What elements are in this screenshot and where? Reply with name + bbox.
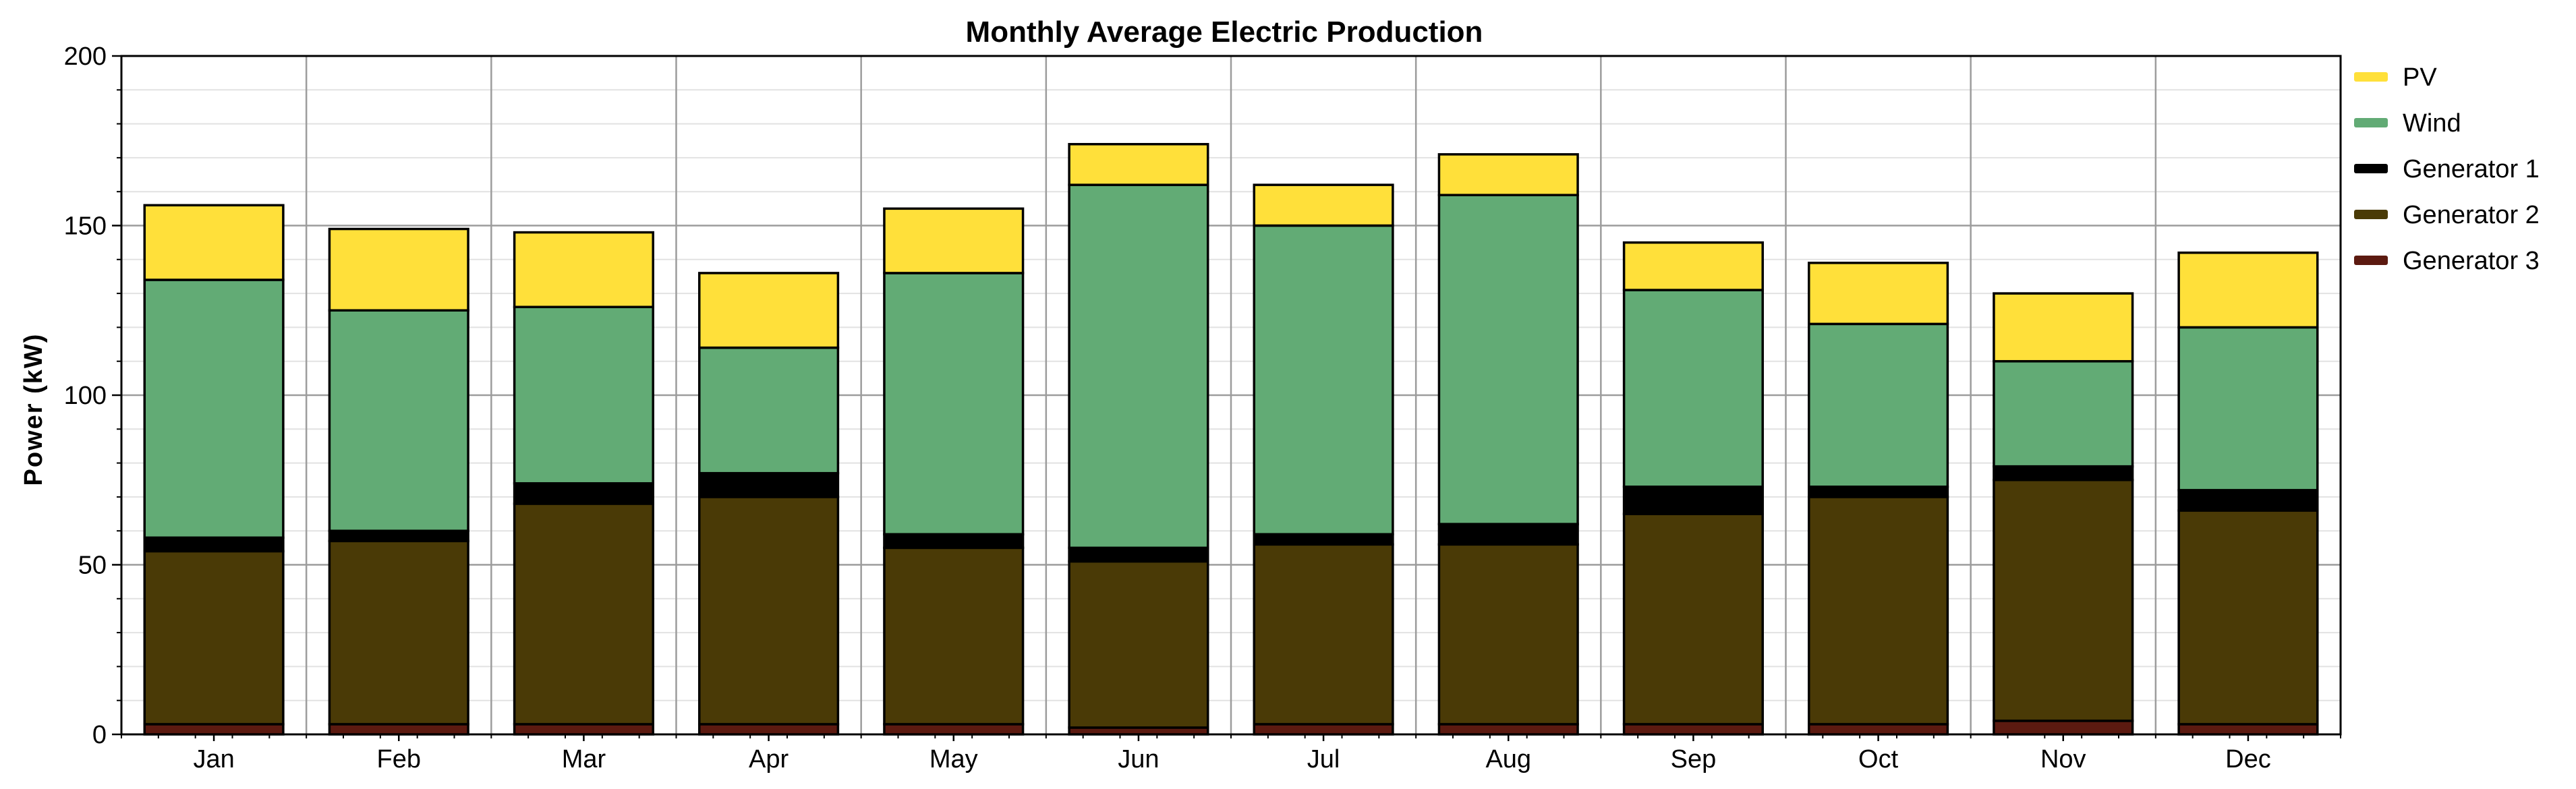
legend-label: PV <box>2403 63 2437 92</box>
y-axis-label: Power (kW) <box>20 333 48 486</box>
legend-swatch <box>2354 256 2388 265</box>
bar-segment <box>1622 486 1764 515</box>
bar-segment <box>1253 723 1394 736</box>
bar-segment <box>1808 723 1949 736</box>
bar-segment <box>883 207 1025 274</box>
bar-segment <box>513 305 654 485</box>
x-tick-label: Jan <box>193 745 234 773</box>
bar-segment <box>1622 241 1764 291</box>
y-tick-label: 150 <box>64 212 107 241</box>
bar-segment <box>883 272 1025 535</box>
bar-segment <box>328 227 469 312</box>
x-tick-label: Sep <box>1671 745 1717 773</box>
bar-segment <box>513 482 654 505</box>
bar-segment <box>698 496 840 726</box>
bar-segment <box>1622 723 1764 736</box>
bar-segment <box>1437 153 1579 196</box>
x-tick-label: Apr <box>749 745 789 773</box>
legend-swatch <box>2354 210 2388 219</box>
bar-segment <box>1253 224 1394 535</box>
bar-segment <box>883 533 1025 550</box>
bar-segment <box>883 723 1025 736</box>
bar-segment <box>1993 720 2134 736</box>
bar-segment <box>698 723 840 736</box>
bar-segment <box>1993 465 2134 481</box>
bar-segment <box>1437 723 1579 736</box>
legend-label: Generator 2 <box>2403 201 2540 229</box>
bar-segment <box>698 272 840 349</box>
bar-segment <box>2177 326 2319 492</box>
x-tick-label: Aug <box>1485 745 1531 773</box>
bar-segment <box>1068 143 1209 186</box>
x-tick-label: Nov <box>2040 745 2086 773</box>
legend-label: Wind <box>2403 109 2461 138</box>
bar-segment <box>1808 486 1949 498</box>
bar-segment <box>143 204 285 281</box>
legend-label: Generator 3 <box>2403 247 2540 275</box>
bar-segment <box>1253 183 1394 227</box>
bar-segment <box>1993 359 2134 468</box>
bar-segment <box>1808 496 1949 726</box>
x-tick-label: Jun <box>1118 745 1159 773</box>
legend-swatch <box>2354 164 2388 173</box>
bar-segment <box>513 723 654 736</box>
bar-segment <box>1068 546 1209 563</box>
x-tick-label: May <box>929 745 978 773</box>
bar-segment <box>143 723 285 736</box>
bar-segment <box>513 231 654 308</box>
bar-segment <box>1437 194 1579 525</box>
x-tick-label: Feb <box>377 745 421 773</box>
bar-segment <box>143 279 285 539</box>
legend-swatch <box>2354 118 2388 127</box>
bar-segment <box>1253 533 1394 546</box>
bar-segment <box>1808 262 1949 326</box>
bar-segment <box>328 723 469 736</box>
bar-segment <box>1622 289 1764 488</box>
bar-segment <box>1068 560 1209 729</box>
bar-segment <box>1808 322 1949 488</box>
bar-segment <box>2177 723 2319 736</box>
x-tick-label: Dec <box>2225 745 2271 773</box>
bar-segment <box>1993 479 2134 722</box>
x-tick-label: Mar <box>562 745 606 773</box>
bar-segment <box>143 550 285 726</box>
bar-segment <box>2177 509 2319 726</box>
axes: Jan Feb Mar Apr May Jun Jul Aug Sep Oct Nov Dec 0 50 1… <box>64 42 2342 773</box>
bar-segment <box>1068 183 1209 550</box>
bar-segment <box>1437 543 1579 726</box>
bar-segment <box>513 502 654 726</box>
legend-label: Generator 1 <box>2403 155 2540 183</box>
bar-segment <box>1993 292 2134 363</box>
bars <box>143 143 2319 736</box>
x-tick-label: Oct <box>1858 745 1899 773</box>
bar-segment <box>2177 489 2319 512</box>
chart-title: Monthly Average Electric Production <box>966 16 1483 49</box>
bar-segment <box>698 346 840 475</box>
y-tick-label: 50 <box>78 552 107 580</box>
bar-segment <box>1253 543 1394 726</box>
y-tick-label: 0 <box>92 721 107 749</box>
bar-segment <box>883 546 1025 726</box>
bar-segment <box>1437 523 1579 546</box>
bar-segment <box>328 529 469 543</box>
legend: PV Wind Generator 1 Generator 2 Generator 3 <box>2354 63 2540 275</box>
x-tick-label: Jul <box>1307 745 1340 773</box>
bar-segment <box>2177 251 2319 329</box>
bar-segment <box>328 539 469 726</box>
legend-swatch <box>2354 72 2388 82</box>
bar-segment <box>698 471 840 498</box>
y-tick-label: 200 <box>64 42 107 71</box>
bar-segment <box>143 536 285 553</box>
bar-segment <box>328 309 469 532</box>
bar-segment <box>1622 513 1764 726</box>
y-tick-label: 100 <box>64 382 107 410</box>
